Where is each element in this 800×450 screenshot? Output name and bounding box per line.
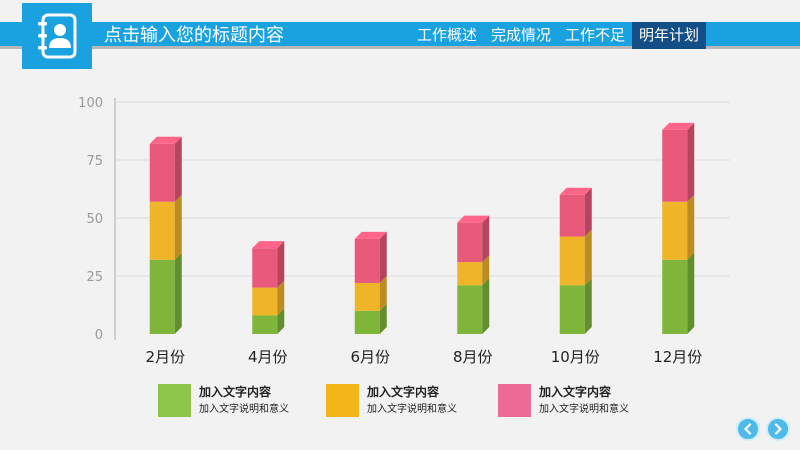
bar-top-face [457,215,490,223]
bar-segment-side [584,229,592,286]
tab-next-year-plan[interactable]: 明年计划 [632,22,707,49]
x-tick-label: 8月份 [453,348,493,366]
bar-segment-side [379,303,387,334]
bar-segment-side [174,136,182,202]
bar-top-face [354,231,387,239]
bar-segment [252,248,278,288]
bar-segment [149,259,175,334]
y-tick-label: 75 [86,154,103,169]
bar-segment [149,143,175,202]
legend-item: 加入文字内容 加入文字说明和意义 [326,382,491,418]
bar-segment-side [482,215,490,263]
legend-swatch-green [158,384,191,417]
bar-segment-side [687,252,695,334]
bar-segment [662,259,688,334]
bar-segment-side [584,187,592,237]
next-page-button[interactable] [766,417,790,441]
legend-item: 加入文字内容 加入文字说明和意义 [498,382,663,418]
bar-segment-side [687,122,695,202]
bar-segment-side [277,308,285,334]
legend-title: 加入文字内容 [199,385,272,399]
bar-segment-side [277,241,285,288]
legend-description: 加入文字说明和意义 [199,404,289,415]
legend-title: 加入文字内容 [539,385,612,399]
x-tick-label: 12月份 [653,348,702,366]
bar-segment [457,285,483,334]
bar-segment-side [379,231,387,283]
tab-completion-status[interactable]: 完成情况 [491,26,552,44]
bar-segment [252,287,278,316]
tab-work-shortcomings[interactable]: 工作不足 [565,26,626,44]
page-title: 点击输入您的标题内容 [104,25,284,46]
header: 点击输入您的标题内容 工作概述 完成情况 工作不足 明年计划 [0,0,800,69]
bar-segment [149,201,175,260]
prev-page-button[interactable] [736,417,760,441]
legend-description: 加入文字说明和意义 [367,404,457,415]
tab-work-overview[interactable]: 工作概述 [417,26,478,44]
bar-segment [354,310,380,334]
bar-segment [354,238,380,283]
bar-segment-side [687,194,695,260]
y-tick-label: 100 [78,96,103,111]
bar-top-face [149,136,182,144]
legend-item: 加入文字内容 加入文字说明和意义 [158,382,323,418]
bar-segment [559,285,585,334]
legend-title: 加入文字内容 [367,385,440,399]
bar-segment [252,315,278,334]
bar-segment-side [482,278,490,334]
bar-segment-side [174,252,182,334]
stacked-bar-chart: 0 25 50 75 100 2月份 4月份 6月份 8月份 10月份 12月份 [78,96,730,366]
x-tick-label: 6月份 [350,348,390,366]
legend-description: 加入文字说明和意义 [539,404,629,415]
bar-segment [559,236,585,286]
legend-swatch-orange [326,384,359,417]
bar-segment-side [584,278,592,334]
top-nav: 工作概述 完成情况 工作不足 明年计划 [410,22,707,49]
y-tick-label: 0 [95,328,103,343]
bar-segment [662,201,688,260]
bar-segment-side [277,280,285,316]
contact-book-icon [22,3,92,69]
bar-segment [662,129,688,202]
bar-segment [457,222,483,263]
bar-top-face [252,241,285,249]
bar-segment [559,194,585,237]
chevron-right-icon [774,423,782,435]
bar-segment [354,282,380,311]
y-tick-label: 25 [86,270,103,285]
bar-top-face [662,122,695,130]
chevron-left-icon [744,423,752,435]
bar-segment [457,262,483,286]
bar-top-face [559,187,592,195]
chart-legend: 加入文字内容 加入文字说明和意义 加入文字内容 加入文字说明和意义 加入文字内容… [158,382,758,422]
y-tick-label: 50 [86,212,103,227]
x-tick-label: 10月份 [551,348,600,366]
x-tick-label: 2月份 [145,348,185,366]
x-tick-label: 4月份 [248,348,288,366]
bar-segment-side [482,255,490,286]
bar-segment-side [174,194,182,260]
bar-segment-side [379,275,387,311]
legend-swatch-pink [498,384,531,417]
